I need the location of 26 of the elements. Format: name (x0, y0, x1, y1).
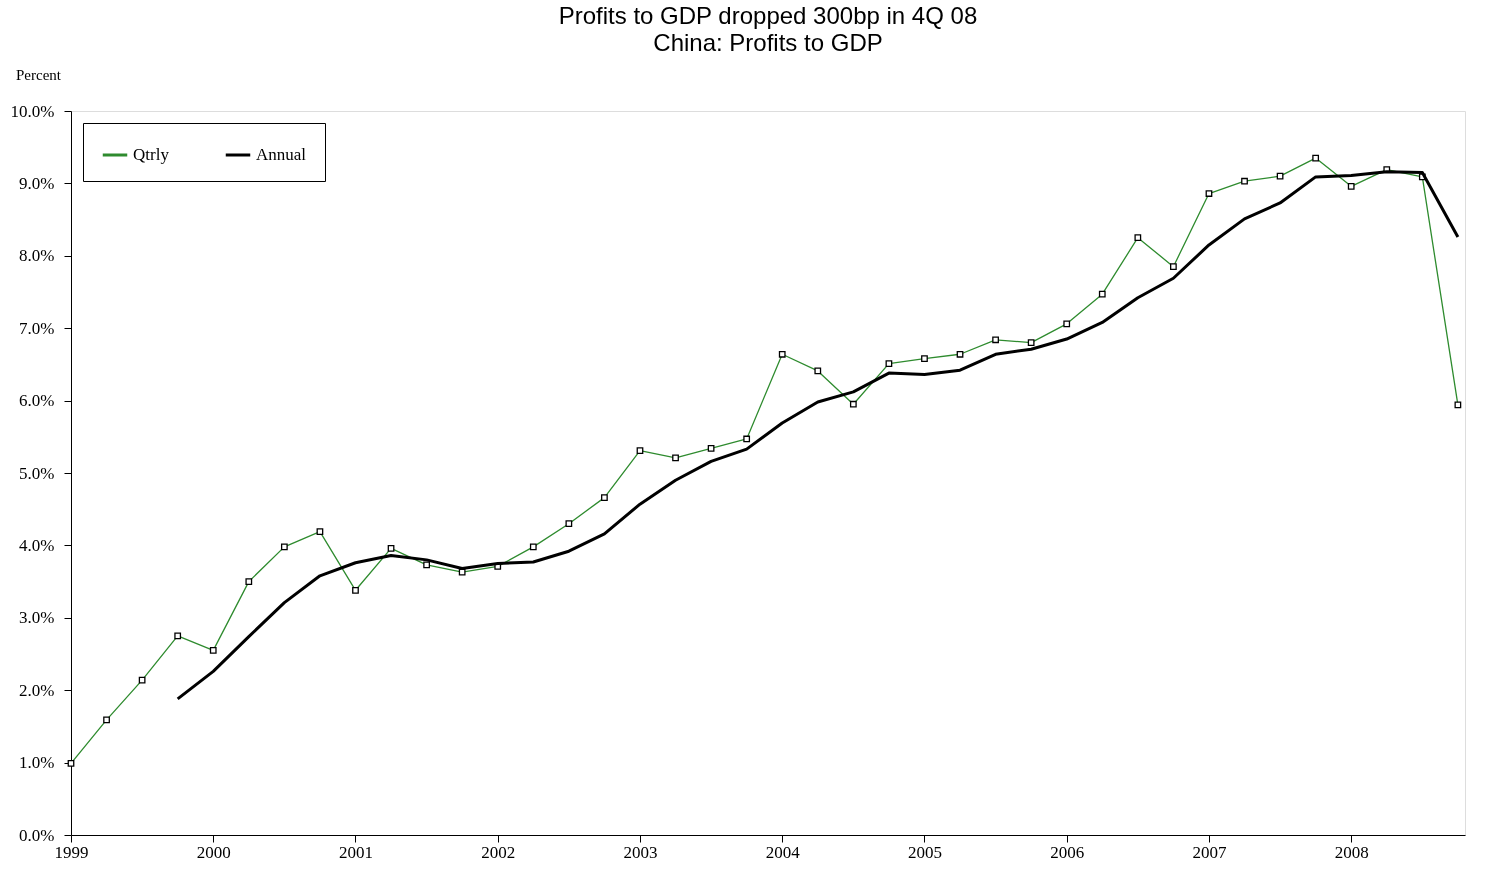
legend-label: Annual (256, 145, 307, 164)
x-tick-label: 2005 (907, 842, 942, 862)
y-tick-label: 8.0% (19, 246, 55, 266)
x-tick-label: 2003 (623, 842, 658, 862)
legend-label: Qtrly (133, 145, 170, 164)
x-tick-label: 2002 (481, 842, 516, 862)
y-tick-label: 7.0% (19, 318, 55, 338)
y-tick-label: 6.0% (19, 391, 55, 411)
x-tick-label: 2000 (196, 842, 231, 862)
x-tick-label: 2008 (1334, 842, 1369, 862)
x-tick-label: 1999 (54, 842, 89, 862)
x-tick-label: 2004 (765, 842, 801, 862)
chart-title: Profits to GDP dropped 300bp in 4Q 08 (558, 2, 978, 29)
y-axis-title: Percent (16, 67, 62, 83)
x-tick-label: 2007 (1192, 842, 1227, 862)
chart-subtitle: China: Profits to GDP (653, 29, 883, 56)
y-tick-label: 5.0% (19, 463, 55, 483)
y-tick-label: 2.0% (19, 680, 55, 700)
y-tick-label: 1.0% (19, 753, 55, 773)
x-tick-label: 2006 (1050, 842, 1085, 862)
x-tick-label: 2001 (338, 842, 373, 862)
y-tick-label: 4.0% (19, 535, 55, 555)
y-tick-label: 10.0% (10, 101, 55, 121)
y-tick-label: 9.0% (19, 173, 55, 193)
y-tick-label: 3.0% (19, 608, 55, 628)
y-tick-label: 0.0% (19, 825, 55, 845)
